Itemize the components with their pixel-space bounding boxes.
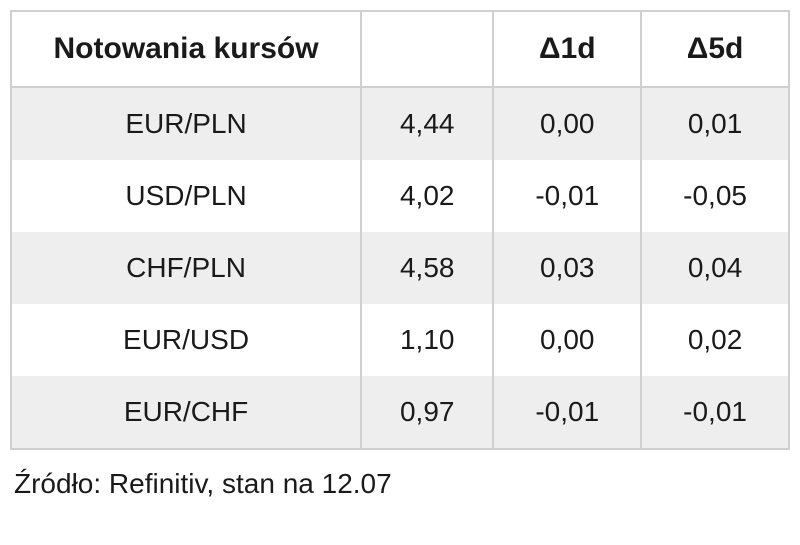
cell-delta-1d: 0,00 [493,304,641,376]
table-row: CHF/PLN 4,58 0,03 0,04 [11,232,789,304]
cell-pair: EUR/PLN [11,87,361,160]
cell-rate: 4,58 [361,232,493,304]
cell-rate: 0,97 [361,376,493,449]
rates-table: Notowania kursów Δ1d Δ5d EUR/PLN 4,44 0,… [10,10,790,450]
rates-table-container: Notowania kursów Δ1d Δ5d EUR/PLN 4,44 0,… [10,10,790,450]
cell-pair: EUR/CHF [11,376,361,449]
cell-delta-1d: -0,01 [493,160,641,232]
cell-delta-1d: 0,03 [493,232,641,304]
table-row: EUR/PLN 4,44 0,00 0,01 [11,87,789,160]
cell-rate: 1,10 [361,304,493,376]
cell-pair: EUR/USD [11,304,361,376]
table-row: USD/PLN 4,02 -0,01 -0,05 [11,160,789,232]
cell-delta-5d: 0,02 [641,304,789,376]
cell-delta-1d: -0,01 [493,376,641,449]
header-delta-1d: Δ1d [493,11,641,87]
table-body: EUR/PLN 4,44 0,00 0,01 USD/PLN 4,02 -0,0… [11,87,789,449]
cell-rate: 4,02 [361,160,493,232]
table-row: EUR/CHF 0,97 -0,01 -0,01 [11,376,789,449]
header-delta-5d: Δ5d [641,11,789,87]
cell-delta-5d: -0,05 [641,160,789,232]
cell-delta-5d: 0,01 [641,87,789,160]
cell-delta-5d: 0,04 [641,232,789,304]
table-row: EUR/USD 1,10 0,00 0,02 [11,304,789,376]
cell-delta-5d: -0,01 [641,376,789,449]
table-header-row: Notowania kursów Δ1d Δ5d [11,11,789,87]
header-title: Notowania kursów [11,11,361,87]
cell-pair: CHF/PLN [11,232,361,304]
cell-delta-1d: 0,00 [493,87,641,160]
cell-rate: 4,44 [361,87,493,160]
source-text: Źródło: Refinitiv, stan na 12.07 [10,468,790,500]
cell-pair: USD/PLN [11,160,361,232]
header-rate [361,11,493,87]
